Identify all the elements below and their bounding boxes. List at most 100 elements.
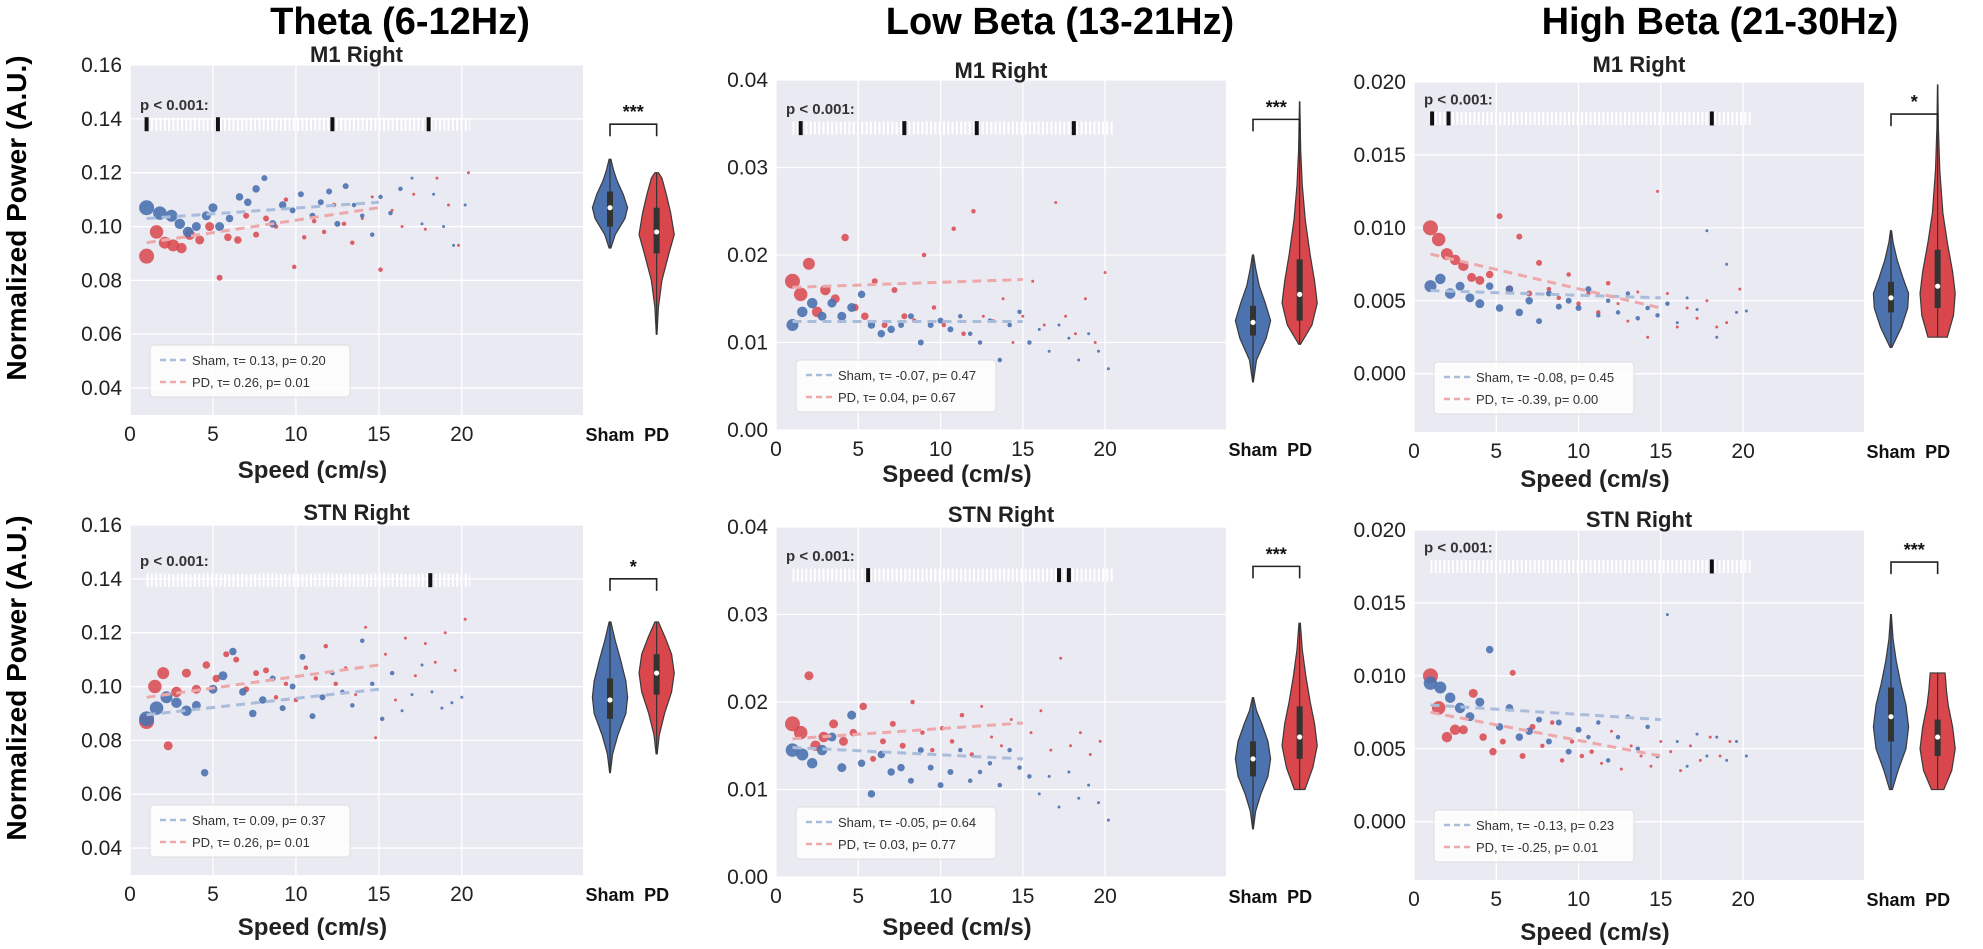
scatter-points [1422, 613, 1748, 773]
pd-point [1467, 272, 1477, 282]
pd-iqr-box [1934, 249, 1941, 309]
x-tick-label: 5 [852, 885, 864, 908]
sham-point [1525, 297, 1533, 305]
column-title-high-beta: High Beta (21-30Hz) [1542, 1, 1899, 43]
legend-box [1433, 361, 1635, 415]
pd-point [1605, 281, 1611, 286]
sham-point [342, 183, 349, 190]
sham-point [410, 176, 414, 180]
x-tick-label: 10 [284, 423, 307, 446]
pd-point [1441, 731, 1453, 743]
pd-point [1725, 321, 1729, 325]
sham-point [139, 200, 155, 216]
pd-point [148, 679, 162, 694]
sham-point [1715, 735, 1719, 739]
sham-trend-line [1430, 703, 1661, 722]
x-tick-label: 5 [1490, 888, 1502, 911]
sham-point [369, 232, 375, 237]
pd-point [1656, 189, 1660, 193]
sham-point [249, 709, 257, 718]
sham-point [867, 321, 876, 329]
significance-marker [798, 121, 803, 136]
panel-6: 0.000 0.005 0.010 0.015 0.020 0 5 10 15 20 STN Rig… [1353, 507, 1956, 946]
pd-point [981, 314, 985, 318]
sham-point [947, 326, 954, 333]
pd-point [1029, 731, 1033, 735]
pd-point [1485, 270, 1494, 279]
pd-point [163, 741, 173, 751]
pd-point [861, 312, 869, 320]
sham-point [410, 693, 414, 697]
pd-point [804, 671, 814, 681]
sham-point [244, 198, 252, 207]
pd-point [273, 695, 279, 700]
sham-point [225, 214, 234, 223]
pd-point [341, 221, 347, 227]
sham-point [252, 185, 260, 193]
panel-title: M1 Right [955, 58, 1049, 83]
sham-point [1454, 702, 1466, 714]
pd-point [176, 242, 187, 254]
sham-point [1027, 340, 1032, 345]
sham-point [997, 357, 1003, 363]
sham-point [208, 203, 218, 213]
sham-point [887, 325, 895, 334]
pd-point [1685, 306, 1689, 310]
sham-point [463, 203, 467, 207]
significance-marker [1071, 121, 1076, 136]
significance-marker [1066, 568, 1071, 583]
pd-point [413, 674, 417, 678]
sham-point [165, 209, 178, 222]
x-tick-label: 15 [367, 883, 390, 906]
legend-sham-text: Sham, τ= -0.05, p= 0.64 [838, 815, 976, 830]
pd-point [370, 195, 374, 199]
pd-point [980, 704, 984, 708]
y-tick-label: 0.06 [81, 323, 122, 346]
pd-point [1718, 754, 1722, 758]
column-title-low-beta: Low Beta (13-21Hz) [886, 1, 1234, 43]
pd-point [223, 651, 230, 658]
pd-point [1665, 291, 1669, 295]
sham-point [420, 663, 424, 667]
x-tick-label: 20 [450, 883, 473, 906]
pd-point [435, 176, 439, 180]
pd-point [1675, 325, 1679, 329]
sham-point [947, 769, 954, 775]
pd-point [1458, 725, 1468, 735]
sham-point [191, 222, 201, 232]
pd-point [1649, 764, 1653, 768]
pd-point [1042, 323, 1046, 327]
pd-median [654, 670, 660, 676]
x-axis-label: Speed (cm/s) [882, 914, 1031, 941]
panel-5: 0.00 0.01 0.02 0.03 0.04 0 5 10 15 20 STN Right Spe… [727, 502, 1318, 941]
sham-point [181, 705, 192, 717]
x-tick-label: 0 [1408, 888, 1420, 911]
sham-point [440, 706, 444, 710]
sham-point [1017, 765, 1022, 770]
pd-point [139, 248, 155, 264]
sham-point [1057, 805, 1061, 809]
pd-point [1078, 731, 1082, 735]
sham-point [987, 761, 993, 766]
pd-point [1616, 302, 1620, 306]
x-tick-label: 0 [770, 885, 782, 908]
pd-point [784, 273, 800, 289]
pd-point [802, 257, 815, 270]
pd-point [384, 652, 387, 656]
x-tick-label: 10 [929, 438, 952, 461]
sham-point [867, 790, 876, 798]
significance-bracket [1252, 565, 1301, 579]
pd-point [1695, 316, 1699, 320]
legend-box [1433, 809, 1635, 863]
pd-point [1728, 739, 1732, 743]
x-tick-label: 20 [450, 423, 473, 446]
sham-point [977, 769, 983, 775]
significance-marker [1709, 111, 1714, 126]
pd-point [1475, 275, 1485, 285]
pd-point [1431, 232, 1446, 247]
y-tick-label: 0.01 [727, 332, 768, 355]
group-label-pd: PD [1925, 442, 1950, 462]
sham-point [400, 709, 404, 713]
sham-point [1087, 332, 1091, 336]
pd-point [901, 313, 908, 320]
